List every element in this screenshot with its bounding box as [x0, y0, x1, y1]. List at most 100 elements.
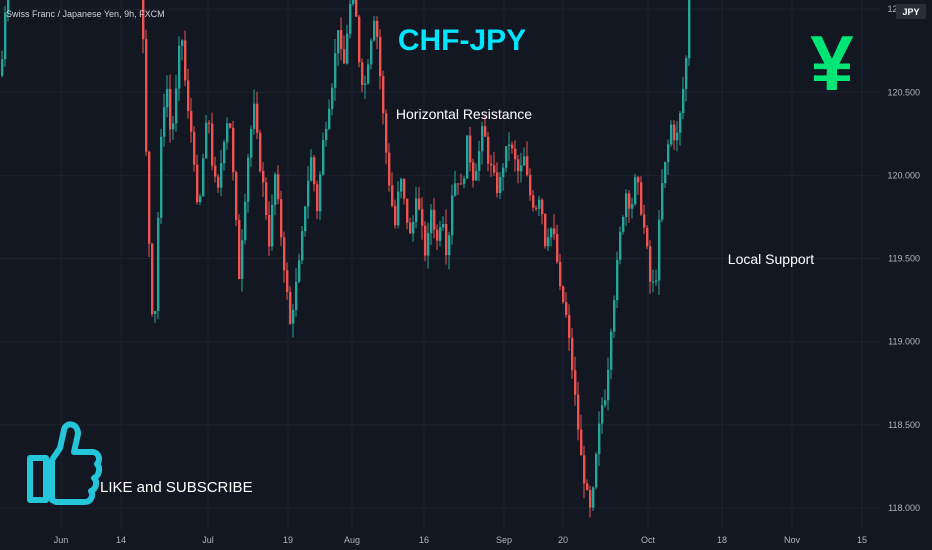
- candle-body: [421, 209, 424, 226]
- candle-body: [376, 20, 379, 37]
- time-tick-label: Sep: [496, 535, 512, 545]
- candle-body: [637, 177, 640, 183]
- candle-body: [595, 454, 598, 488]
- level-label: Local Support: [728, 251, 815, 267]
- candle-body: [529, 174, 532, 196]
- candle-body: [262, 170, 265, 183]
- candle-body: [193, 131, 196, 165]
- candle-body: [283, 237, 286, 271]
- candle-body: [325, 128, 328, 140]
- candle-body: [382, 76, 385, 114]
- candle-body: [625, 193, 628, 217]
- candle-body: [667, 144, 670, 163]
- time-tick-label: Nov: [784, 535, 801, 545]
- candle-body: [460, 183, 463, 185]
- candle-body: [655, 280, 658, 282]
- candle-body: [304, 206, 307, 232]
- candle-body: [454, 183, 457, 196]
- currency-badge[interactable]: JPY: [896, 4, 926, 19]
- candle-body: [556, 234, 559, 262]
- grid: [0, 0, 880, 530]
- candle-body: [160, 136, 163, 218]
- candle-body: [280, 199, 283, 238]
- candle-body: [436, 229, 439, 241]
- time-tick-label: Jun: [54, 535, 69, 545]
- candle-body: [184, 40, 187, 81]
- candle-body: [577, 394, 580, 430]
- candle-body: [592, 487, 595, 508]
- candle-body: [370, 40, 373, 65]
- thumbs-up-icon[interactable]: [27, 421, 103, 505]
- candle-body: [394, 205, 397, 226]
- candle-body: [649, 246, 652, 282]
- candle-body: [538, 199, 541, 209]
- level-label: Horizontal Resistance: [396, 106, 532, 122]
- time-tick-label: 20: [558, 535, 568, 545]
- level-boxes: Horizontal Resistance Local Support: [396, 106, 815, 267]
- candle-body: [640, 182, 643, 215]
- candle-body: [292, 309, 295, 324]
- candle-body: [523, 156, 526, 166]
- symbol-description: Swiss Franc / Japanese Yen, 9h, FXCM: [6, 9, 165, 19]
- candle-body: [583, 455, 586, 484]
- candle-body: [520, 165, 523, 172]
- candle-body: [1, 59, 4, 76]
- candle-body: [352, 0, 355, 5]
- candle-body: [307, 180, 310, 207]
- candle-body: [145, 39, 148, 152]
- candle-body: [217, 176, 220, 188]
- candle-body: [346, 33, 349, 64]
- price-tick-label: 120.500: [887, 87, 920, 97]
- candle-body: [511, 144, 514, 149]
- candle-body: [544, 214, 547, 247]
- candle-body: [271, 204, 274, 247]
- candle-body: [487, 136, 490, 164]
- candle-body: [190, 111, 193, 132]
- candle-body: [484, 126, 487, 137]
- candle-body: [553, 228, 556, 235]
- candle-body: [514, 148, 517, 160]
- time-tick-label: 14: [116, 535, 126, 545]
- candle-body: [646, 227, 649, 247]
- candle-body: [481, 126, 484, 152]
- candle-body: [151, 243, 154, 314]
- candle-body: [607, 369, 610, 401]
- candle-body: [295, 281, 298, 310]
- candle-body: [427, 233, 430, 256]
- candle-body: [388, 152, 391, 186]
- candle-body: [4, 12, 7, 60]
- candle-body: [499, 176, 502, 194]
- candle-body: [673, 124, 676, 141]
- candle-body: [259, 132, 262, 171]
- candle-body: [397, 191, 400, 226]
- candle-body: [148, 151, 151, 244]
- candle-body: [334, 53, 337, 88]
- candle-body: [658, 219, 661, 281]
- candle-body: [238, 219, 241, 279]
- candle-body: [571, 337, 574, 371]
- currency-badge-label: JPY: [902, 7, 919, 17]
- time-axis[interactable]: Jun 14 Jul 19 Aug 16 Sep 20 Oct 18 Nov 15: [54, 535, 867, 545]
- candle-body: [178, 45, 181, 89]
- candle-body: [199, 196, 202, 203]
- candle-body: [622, 216, 625, 232]
- candle-body: [601, 405, 604, 424]
- candle-body: [163, 107, 166, 137]
- time-tick-label: 18: [717, 535, 727, 545]
- candle-body: [361, 62, 364, 85]
- candle-body: [430, 209, 433, 234]
- time-tick-label: Aug: [344, 535, 360, 545]
- candle-body: [676, 132, 679, 141]
- candle-body: [424, 225, 427, 256]
- candle-body: [172, 123, 175, 130]
- candle-body: [526, 156, 529, 175]
- candle-body: [235, 172, 238, 220]
- price-axis[interactable]: 122.529121.238123.500123.000122.500122.0…: [880, 0, 928, 513]
- candle-body: [643, 214, 646, 228]
- candle-body: [367, 64, 370, 84]
- time-tick-label: Jul: [202, 535, 214, 545]
- candle-body: [298, 260, 301, 282]
- candle-body: [475, 170, 478, 181]
- candle-body: [478, 151, 481, 171]
